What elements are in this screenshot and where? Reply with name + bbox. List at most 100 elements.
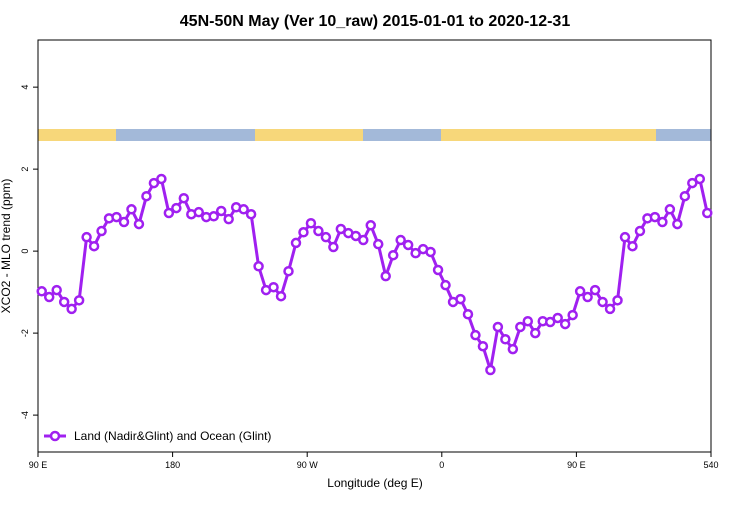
chart-title: 45N-50N May (Ver 10_raw) 2015-01-01 to 2… — [180, 13, 571, 30]
data-point — [552, 312, 563, 324]
data-point — [245, 208, 257, 220]
x-tick-label: 90 E — [567, 460, 586, 470]
y-tick-label: 2 — [20, 167, 30, 172]
map-strip — [38, 129, 711, 141]
data-point — [559, 318, 571, 330]
data-point — [313, 225, 324, 237]
data-point — [530, 327, 541, 339]
x-tick-label: 0 — [439, 460, 444, 470]
data-point — [477, 340, 489, 352]
data-point — [582, 291, 593, 303]
data-point — [58, 296, 70, 308]
y-tick-label: 0 — [20, 249, 30, 254]
data-point — [298, 227, 309, 238]
data-point — [387, 249, 399, 261]
data-line — [40, 177, 709, 372]
data-point — [118, 216, 130, 228]
data-point — [395, 234, 406, 246]
data-point — [485, 364, 496, 376]
data-point — [574, 286, 586, 297]
data-point — [193, 206, 205, 218]
data-point — [268, 281, 279, 293]
x-tick-label: 540 — [703, 460, 718, 470]
data-point — [215, 205, 227, 217]
data-point — [589, 284, 601, 296]
data-point — [567, 309, 578, 321]
data-point — [73, 295, 85, 306]
data-point — [36, 286, 47, 297]
data-point — [679, 190, 691, 202]
data-point — [141, 190, 152, 202]
y-tick-label: 4 — [20, 85, 30, 90]
data-point — [51, 284, 62, 296]
data-point — [208, 211, 219, 222]
data-point — [634, 225, 646, 237]
data-point — [223, 213, 234, 225]
legend-marker — [49, 430, 61, 442]
data-point — [66, 303, 77, 315]
data-point — [462, 309, 474, 320]
y-axis-label: XCO2 - MLO trend (ppm) — [0, 179, 13, 314]
data-point — [402, 239, 414, 251]
data-point — [619, 231, 631, 243]
data-point — [178, 192, 190, 204]
data-point — [290, 237, 302, 249]
data-point — [627, 240, 638, 252]
data-point — [156, 173, 167, 185]
data-point — [702, 207, 713, 219]
data-point — [597, 296, 608, 308]
data-point — [440, 279, 451, 291]
data-point — [470, 329, 481, 341]
data-point — [649, 211, 661, 223]
land-strip — [255, 129, 363, 141]
data-point — [126, 204, 137, 215]
data-point — [432, 264, 444, 276]
data-point — [148, 177, 160, 189]
data-point — [238, 204, 249, 215]
data-point — [425, 246, 436, 258]
data-point — [253, 261, 264, 272]
data-point — [320, 231, 332, 243]
data-point — [81, 231, 92, 243]
data-point — [111, 211, 122, 223]
data-point — [687, 177, 698, 189]
data-point — [672, 218, 683, 230]
data-point — [380, 270, 391, 282]
data-point — [694, 173, 706, 185]
data-point — [335, 223, 347, 235]
data-point — [657, 216, 668, 228]
data-point — [43, 291, 55, 303]
data-point — [163, 207, 175, 219]
data-point — [507, 343, 519, 355]
data-point — [410, 247, 421, 259]
data-point — [88, 240, 100, 252]
data-point — [500, 334, 511, 345]
land-strip — [38, 129, 116, 141]
data-point — [305, 217, 317, 229]
data-point — [328, 241, 339, 253]
data-point — [365, 220, 377, 231]
data-point — [133, 218, 145, 230]
legend: Land (Nadir&Glint) and Ocean (Glint) — [44, 429, 271, 443]
x-tick-label: 180 — [165, 460, 180, 470]
legend-label: Land (Nadir&Glint) and Ocean (Glint) — [74, 429, 271, 443]
data-point — [171, 202, 182, 214]
y-tick-label: -2 — [20, 329, 30, 337]
data-point — [283, 265, 294, 277]
data-point — [372, 238, 384, 250]
x-axis-label: Longitude (deg E) — [327, 476, 422, 490]
x-tick-label: 90 W — [297, 460, 319, 470]
y-tick-label: -4 — [20, 411, 30, 419]
data-point — [455, 293, 466, 305]
land-strip — [441, 129, 656, 141]
plot-frame — [37, 39, 712, 453]
data-point — [544, 316, 556, 328]
data-point — [522, 315, 534, 327]
data-point — [612, 295, 623, 306]
data-point — [515, 321, 526, 333]
x-tick-label: 90 E — [29, 460, 48, 470]
data-point — [492, 321, 504, 333]
data-point — [358, 234, 369, 246]
data-point — [664, 204, 676, 215]
